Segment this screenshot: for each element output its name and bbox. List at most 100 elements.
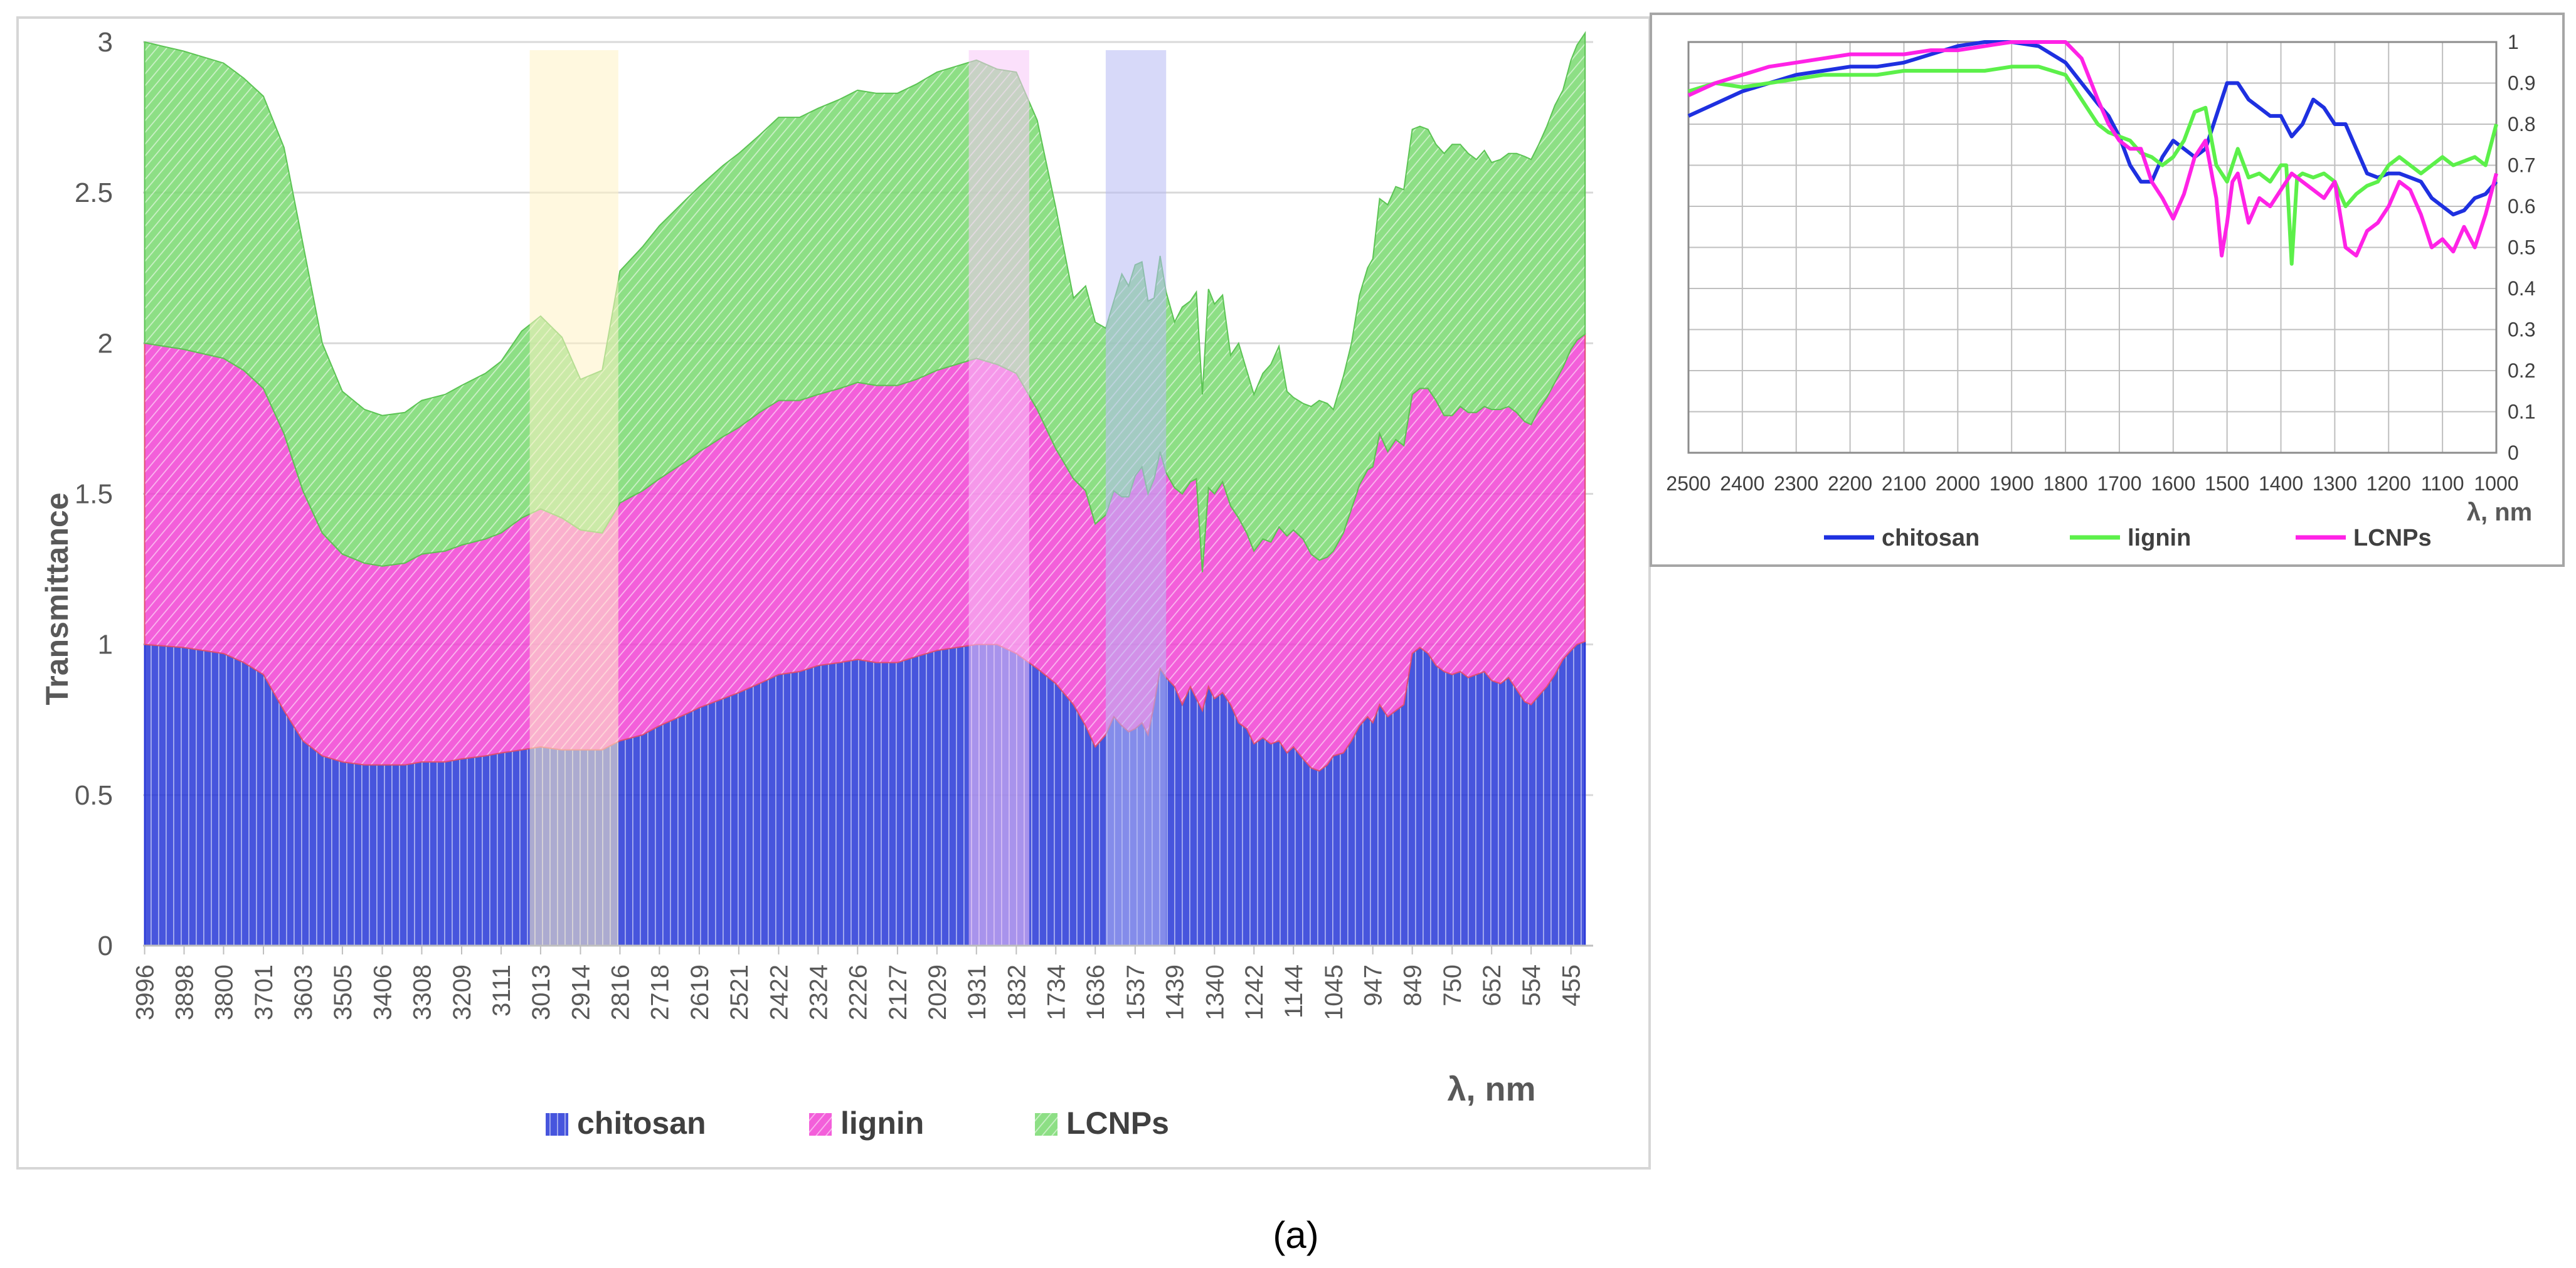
inset-y-tick-label: 0.5 [2508, 236, 2535, 259]
main-x-tick-label: 2521 [726, 964, 753, 1020]
inset-y-tick-label: 0.7 [2508, 154, 2535, 177]
inset-x-axis-label: λ, nm [2467, 499, 2532, 526]
inset-x-tick-label: 1100 [2421, 472, 2464, 495]
main-x-tick-label: 2422 [765, 964, 793, 1020]
figure-caption: (a) [1273, 1214, 1318, 1256]
main-x-tick-label: 3406 [369, 964, 397, 1020]
inset-y-tick-label: 0.4 [2508, 277, 2535, 300]
inset-y-tick-label: 0.6 [2508, 195, 2535, 218]
inset-x-tick-labels: 2500 2400 2300 2200 2100 2000 1900 1800 1700 1600… [1666, 472, 2518, 495]
main-x-tick-label: 1242 [1241, 964, 1268, 1020]
inset-y-tick-label: 1 [2508, 31, 2519, 53]
legend-swatch-chitosan [546, 1113, 568, 1136]
inset-x-tick-label: 2500 [1666, 472, 1710, 495]
legend-swatch-lcnps [1035, 1113, 1057, 1136]
inset-x-tick-label: 2400 [1720, 472, 1764, 495]
main-x-tick-label: 3111 [488, 964, 516, 1017]
main-x-tick-label: 2029 [924, 964, 951, 1020]
line-lcnps [1687, 40, 2498, 258]
main-x-tick-label: 652 [1478, 964, 1506, 1006]
main-x-tick-label: 1734 [1042, 964, 1070, 1020]
legend-label-lcnps: LCNPs [1066, 1106, 1169, 1141]
main-x-tick-label: 750 [1439, 964, 1466, 1006]
inset-x-tick-label: 1800 [2043, 472, 2087, 495]
main-y-tick-label: 0.5 [75, 780, 113, 811]
main-y-tick-label: 1.5 [75, 479, 113, 510]
highlight-bands [529, 50, 1167, 946]
inset-x-tick-label: 1900 [1990, 472, 2034, 495]
main-x-tick-label: 3996 [132, 964, 159, 1020]
main-x-tick-label: 1439 [1162, 964, 1189, 1020]
main-x-tick-label: 1340 [1201, 964, 1229, 1020]
main-y-tick-label: 2.5 [75, 177, 113, 208]
inset-x-tick-label: 1300 [2313, 472, 2357, 495]
inset-x-tick-label: 1600 [2151, 472, 2195, 495]
line-lignin [1688, 65, 2498, 266]
main-x-tick-label: 554 [1518, 964, 1545, 1006]
main-x-tick-label: 2127 [884, 964, 912, 1020]
inset-x-tick-label: 2100 [1882, 472, 1926, 495]
inset-x-tick-label: 2000 [1936, 472, 1980, 495]
inset-y-tick-label: 0.2 [2508, 359, 2535, 382]
legend-swatch-lignin [809, 1113, 832, 1136]
area-lcnps [144, 31, 1586, 573]
main-y-tick-label: 3 [98, 27, 113, 58]
main-x-axis-label: λ, nm [1447, 1070, 1535, 1108]
inset-plot-border [1687, 41, 2498, 454]
inset-legend-label-lcnps: LCNPs [2353, 525, 2432, 551]
inset-x-tick-label: 1200 [2367, 472, 2411, 495]
inset-y-tick-label: 0.9 [2508, 72, 2535, 95]
inset-plot-area [1687, 40, 2498, 266]
inset-x-tick-label: 1000 [2474, 472, 2518, 495]
highlight-band [1105, 50, 1167, 946]
main-y-tick-label: 0 [98, 931, 113, 961]
main-x-tick-label: 1636 [1082, 964, 1110, 1020]
main-x-tick-labels: 3996 3898 3800 3701 3603 3505 3406 3308 3209 3111… [132, 946, 1586, 1020]
main-y-axis-label: Transmittance [40, 492, 75, 705]
main-x-tick-label: 3800 [210, 964, 238, 1020]
inset-legend: chitosan lignin LCNPs [1824, 525, 2432, 551]
main-x-tick-label: 947 [1360, 964, 1387, 1006]
main-x-tick-label: 2226 [844, 964, 872, 1020]
legend-label-chitosan: chitosan [577, 1106, 706, 1141]
main-x-tick-label: 3209 [448, 964, 476, 1020]
main-x-tick-label: 849 [1399, 964, 1427, 1006]
main-x-tick-label: 3603 [290, 964, 317, 1020]
main-x-tick-label: 1537 [1122, 964, 1150, 1020]
highlight-band [968, 50, 1029, 946]
main-x-tick-label: 1045 [1320, 964, 1348, 1020]
main-x-tick-label: 3701 [250, 964, 278, 1020]
inset-x-tick-label: 1400 [2259, 472, 2303, 495]
main-x-tick-label: 3013 [527, 964, 555, 1020]
highlight-band [529, 50, 618, 946]
inset-legend-label-chitosan: chitosan [1882, 525, 1980, 551]
inset-grid [1687, 41, 2498, 454]
main-x-tick-label: 3308 [408, 964, 436, 1020]
inset-y-tick-label: 0.8 [2508, 113, 2535, 135]
main-x-tick-label: 2324 [805, 964, 832, 1020]
inset-y-tick-label: 0.1 [2508, 401, 2535, 423]
inset-x-tick-label: 1500 [2205, 472, 2249, 495]
inset-x-tick-label: 2200 [1828, 472, 1872, 495]
main-x-tick-label: 1931 [963, 964, 991, 1020]
main-x-tick-label: 1832 [1003, 964, 1031, 1020]
main-plot-area [144, 31, 1586, 946]
main-legend: chitosan lignin LCNPs [546, 1106, 1169, 1141]
main-x-tick-label: 3505 [329, 964, 357, 1020]
main-x-tick-label: 2619 [686, 964, 714, 1020]
inset-y-tick-label: 0 [2508, 441, 2519, 464]
inset-x-tick-label: 1700 [2097, 472, 2141, 495]
main-x-tick-label: 2718 [646, 964, 674, 1020]
main-y-tick-label: 2 [98, 328, 113, 359]
inset-legend-label-lignin: lignin [2128, 525, 2191, 551]
main-x-tick-label: 3898 [171, 964, 199, 1020]
inset-x-tick-label: 2300 [1774, 472, 1818, 495]
main-y-tick-label: 1 [98, 630, 113, 660]
main-y-tick-labels: 0 0.5 1 1.5 2 2.5 3 [75, 27, 113, 961]
main-x-tick-label: 2816 [607, 964, 634, 1020]
main-x-tick-label: 2914 [568, 964, 595, 1020]
inset-y-tick-labels: 0 0.1 0.2 0.3 0.4 0.5 0.6 0.7 0.8 0.9 1 [2508, 31, 2535, 464]
main-x-tick-label: 455 [1558, 964, 1586, 1006]
